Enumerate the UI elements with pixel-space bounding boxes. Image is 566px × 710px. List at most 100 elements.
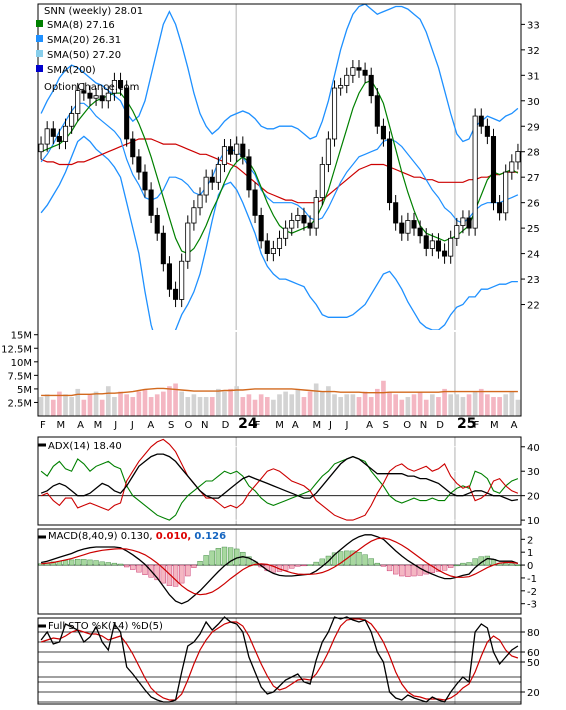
macd-histogram-bar <box>441 564 448 571</box>
volume-bar <box>448 394 454 416</box>
macd-histogram-bar <box>166 564 173 586</box>
candle-up <box>338 85 344 89</box>
volume-bar <box>442 388 447 416</box>
volume-bar <box>191 394 197 416</box>
volume-bar <box>63 394 68 416</box>
candle-up <box>62 125 69 142</box>
candle-down <box>258 214 264 242</box>
legend-swatch-sma8 <box>36 20 43 27</box>
legend-sma20: SMA(20) 26.31 <box>47 35 121 46</box>
volume-bar <box>503 394 509 416</box>
volume-bar <box>374 388 380 416</box>
candle-up <box>405 220 411 234</box>
candle-up <box>270 248 276 254</box>
macd-histogram-bar <box>295 564 301 567</box>
macd-histogram-bar <box>160 564 166 584</box>
volume-bar <box>167 386 172 416</box>
candle-down <box>136 156 142 173</box>
legend-swatch-sma200 <box>36 65 43 72</box>
macd-histogram-bar <box>240 551 246 566</box>
month-tick-label: N <box>201 420 208 431</box>
candle-down <box>368 74 374 97</box>
candle-down <box>117 80 124 89</box>
candle-down <box>56 136 62 142</box>
macd-histogram-bar <box>270 564 277 573</box>
candle-up <box>185 222 191 262</box>
volume-bar <box>105 386 111 416</box>
macd-histogram-bar <box>185 564 191 577</box>
candle-down <box>87 92 93 99</box>
price-tick-label: 32 <box>527 46 540 57</box>
macd-histogram-bar <box>221 546 228 566</box>
macd-histogram-bar <box>331 552 338 566</box>
volume-bar <box>478 388 484 416</box>
volume-bar <box>430 394 435 416</box>
macd-histogram-bar <box>93 560 99 566</box>
month-tick-label: S <box>168 420 174 431</box>
volume-bar <box>222 391 227 416</box>
macd-label-prefix: MACD(8,40,9) <box>48 531 118 542</box>
volume-bar <box>381 380 386 416</box>
macd-histogram-bar <box>484 555 491 566</box>
volume-bar <box>301 397 307 416</box>
candle-up <box>234 143 240 155</box>
macd-value: 0.130, <box>121 531 153 542</box>
legend-sma50: SMA(50) 27.20 <box>47 50 121 61</box>
volume-bar <box>50 399 56 416</box>
volume-bar <box>411 394 417 416</box>
candle-down <box>374 95 380 127</box>
volume-bar <box>228 388 233 416</box>
macd-histogram-bar <box>105 562 111 566</box>
candle-down <box>399 222 405 234</box>
macd-histogram-bar <box>289 564 295 569</box>
macd-histogram-bar <box>368 558 374 566</box>
price-tick-label: 22 <box>527 301 540 312</box>
sto-d-line <box>40 618 519 701</box>
sto-tick-label: 80 <box>527 628 540 639</box>
macd-histogram-bar <box>172 564 179 587</box>
price-tick-label: 25 <box>527 224 540 235</box>
sto-tick-label: 60 <box>527 648 540 659</box>
candle-up <box>472 115 478 229</box>
month-tick-label: J <box>328 420 332 431</box>
macd-histogram-bar <box>179 564 185 584</box>
volume-bar <box>216 388 221 416</box>
volume-bar <box>246 394 252 416</box>
volume-bar <box>405 397 411 416</box>
candle-down <box>362 69 368 76</box>
macd-histogram-bar <box>429 564 435 573</box>
candle-down <box>130 138 136 158</box>
candle-up <box>509 161 515 173</box>
price-tick-label: 23 <box>527 275 540 286</box>
macd-histogram-bar <box>111 562 118 566</box>
candle-up <box>313 197 319 229</box>
month-tick-label: A <box>77 420 84 431</box>
macd-histogram-bar <box>460 562 466 566</box>
macd-label: MACD(8,40,9) 0.130, 0.010, 0.126 <box>48 531 226 542</box>
macd-line <box>40 534 519 605</box>
candle-down <box>81 90 87 94</box>
macd-histogram-bar <box>362 554 368 566</box>
month-tick-label: O <box>403 420 411 431</box>
legend-swatch-sma20 <box>36 35 43 42</box>
macd-tick-label: 2 <box>527 535 533 546</box>
volume-bar <box>142 388 148 416</box>
volume-bar <box>38 397 44 416</box>
macd-histogram-bar <box>466 562 472 566</box>
volume-bar <box>436 397 441 416</box>
macd-tick-label: -1 <box>527 574 537 585</box>
price-legend: SMA(8) 27.16 SMA(20) 26.31 SMA(50) 27.20… <box>36 20 121 76</box>
volume-bar <box>332 394 337 416</box>
month-tick-label: N <box>420 420 427 431</box>
volume-bar <box>509 391 515 416</box>
candle-down <box>393 202 399 224</box>
volume-bar <box>81 399 87 416</box>
candle-down <box>478 115 484 127</box>
candle-up <box>295 214 301 221</box>
volume-bar <box>497 397 502 416</box>
macd-histogram-bar <box>454 564 460 567</box>
candle-up <box>515 151 521 163</box>
month-tick-label: J <box>344 420 348 431</box>
macd-histogram-bar <box>197 560 203 566</box>
